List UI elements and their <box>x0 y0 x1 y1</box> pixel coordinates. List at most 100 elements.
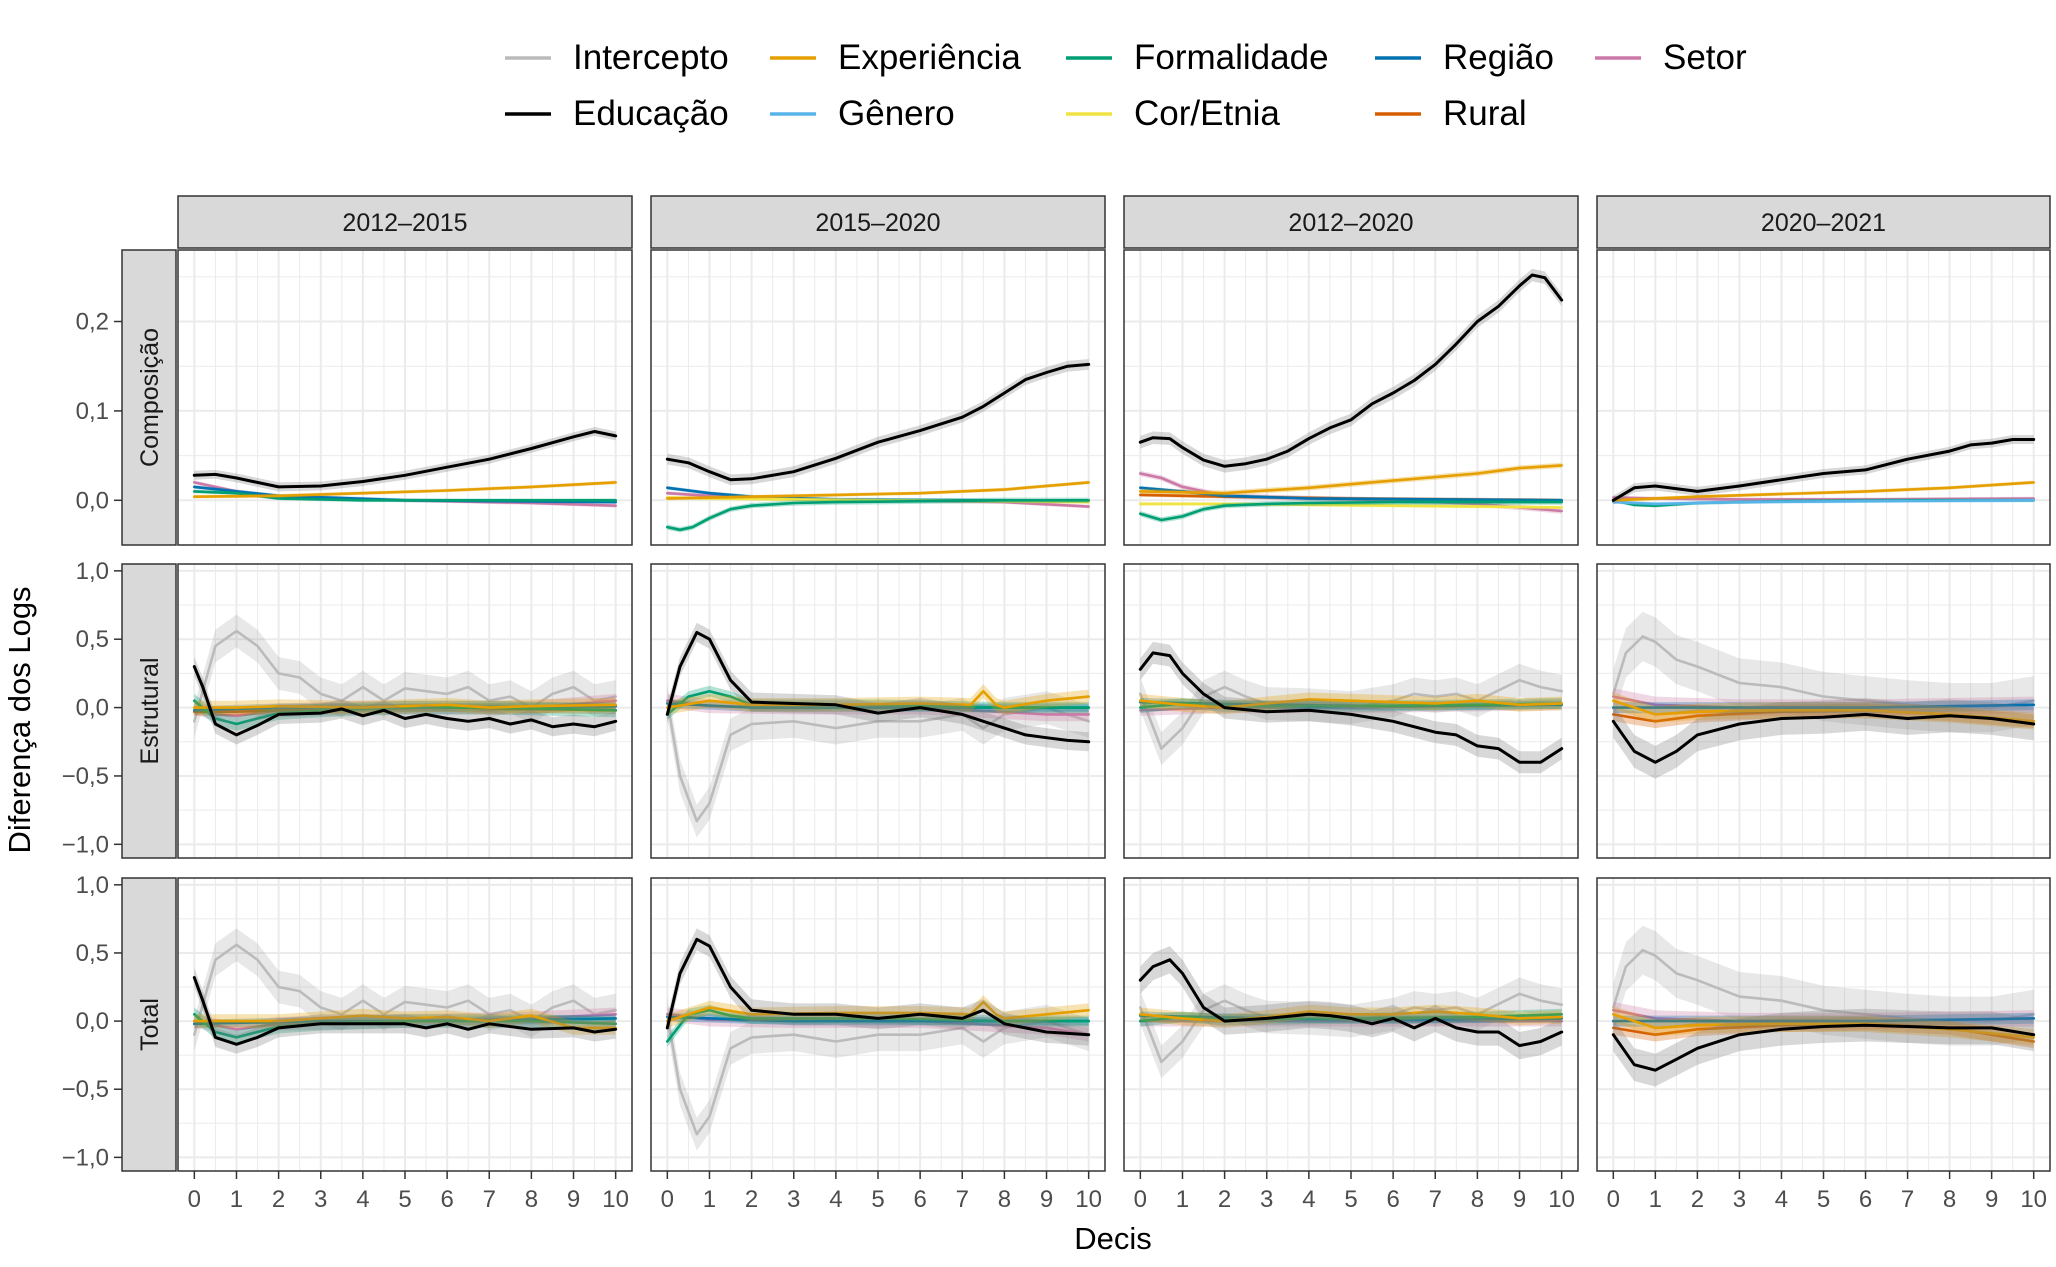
series-group <box>1611 435 2036 508</box>
x-tick-label: 1 <box>1176 1186 1189 1213</box>
legend-label-8: Rural <box>1443 94 1527 133</box>
intercepto-line <box>665 699 1090 823</box>
formalidade-line <box>1139 500 1563 522</box>
educacao-confidence-band <box>1140 641 1562 774</box>
educacao-confidence-band <box>1140 268 1562 473</box>
experiencia-confidence-band <box>1140 1004 1562 1028</box>
educacao-line <box>1138 651 1564 764</box>
y-tick-label: 0,2 <box>76 309 109 336</box>
x-tick-label: 5 <box>871 1186 884 1213</box>
x-tick-label: 3 <box>314 1186 327 1213</box>
x-tick-label: 2 <box>272 1186 285 1213</box>
x-tick-label: 3 <box>1733 1186 1746 1213</box>
panel-3-4: 0 1 2 3 4 5 6 7 8 9 10 <box>1596 877 2051 1213</box>
educacao-confidence-band <box>194 967 616 1054</box>
educacao-line <box>1611 1023 2036 1072</box>
formalidade-line <box>193 490 618 502</box>
x-tick-label: 3 <box>787 1186 800 1213</box>
x-tick-label: 0 <box>188 1186 201 1213</box>
x-tick-label: 2 <box>745 1186 758 1213</box>
x-tick-label: 4 <box>1302 1186 1315 1213</box>
setor-confidence-band <box>667 1007 1089 1042</box>
legend: Intercepto Educação Experiência Gênero Forma… <box>505 38 1747 133</box>
series-group <box>665 928 1091 1151</box>
formalidade-confidence-band <box>667 497 1089 533</box>
x-tick-label: 4 <box>1775 1186 1788 1213</box>
intercepto-line <box>193 943 618 1036</box>
legend-label-7: Região <box>1443 38 1554 77</box>
x-tick-label: 9 <box>567 1186 580 1213</box>
legend-label-2: Educação <box>573 94 729 133</box>
series-group <box>192 928 618 1054</box>
x-tick-label: 5 <box>1817 1186 1830 1213</box>
experiencia-line <box>665 689 1090 709</box>
row-strip-label-1: Composição <box>136 328 164 467</box>
educacao-line <box>192 430 618 489</box>
educacao-confidence-band <box>194 427 616 492</box>
series-group <box>1611 925 2036 1087</box>
educacao-line <box>665 362 1091 482</box>
panel-border <box>650 249 1106 546</box>
series-group <box>192 427 618 508</box>
y-tick-label: 0,5 <box>76 626 109 653</box>
legend-label-5: Formalidade <box>1134 38 1329 77</box>
x-tick-label: 4 <box>356 1186 369 1213</box>
legend-label-9: Setor <box>1663 38 1747 77</box>
y-tick-label: 0,1 <box>76 398 109 425</box>
legend-label-4: Gênero <box>838 94 955 133</box>
series-group <box>1138 641 1564 774</box>
x-tick-label: 7 <box>956 1186 969 1213</box>
panel-2-3 <box>1123 563 1579 859</box>
panel-1-1 <box>177 249 633 546</box>
experiencia-line <box>1139 464 1563 495</box>
x-tick-label: 6 <box>1386 1186 1399 1213</box>
panel-1-2 <box>650 249 1106 546</box>
panel-border <box>1123 249 1579 546</box>
educacao-line <box>1611 438 2036 502</box>
y-tick-label: −0,5 <box>62 763 109 790</box>
panel-3-3: 0 1 2 3 4 5 6 7 8 9 10 <box>1123 877 1579 1213</box>
x-tick-label: 1 <box>1649 1186 1662 1213</box>
educacao-confidence-band <box>667 622 1089 752</box>
panel-2-1 <box>177 563 633 859</box>
intercepto-confidence-band <box>1140 977 1562 1079</box>
panel-border <box>650 563 1106 859</box>
panel-border <box>1596 563 2051 859</box>
x-tick-label: 7 <box>483 1186 496 1213</box>
panel-3-1: 0 1 2 3 4 5 6 7 8 9 10 <box>177 877 633 1213</box>
experiencia-line <box>1139 1010 1563 1023</box>
x-tick-label: 8 <box>1471 1186 1484 1213</box>
educacao-confidence-band <box>1140 946 1562 1060</box>
x-tick-label: 10 <box>602 1186 629 1213</box>
regiao-confidence-band <box>1613 1012 2034 1027</box>
row-strip-label-3: Total <box>136 998 164 1051</box>
facets: 2012–2015 2015–2020 2012–2020 2020–2021 Comp… <box>62 195 2051 1213</box>
experiencia-line <box>193 703 618 709</box>
x-tick-label: 2 <box>1218 1186 1231 1213</box>
y-tick-label: 0,0 <box>76 695 109 722</box>
x-tick-label: 10 <box>1548 1186 1575 1213</box>
series-group <box>665 359 1091 533</box>
educacao-confidence-band <box>667 928 1089 1046</box>
x-axis-title: Decis <box>1074 1221 1152 1256</box>
formalidade-confidence-band <box>667 1004 1089 1047</box>
column-strip-1 <box>177 195 633 249</box>
experiencia-line <box>1139 698 1563 709</box>
panel-3-2: 0 1 2 3 4 5 6 7 8 9 10 <box>650 877 1106 1213</box>
x-tick-label: 7 <box>1901 1186 1914 1213</box>
intercepto-line <box>193 629 618 723</box>
series-group <box>192 614 618 745</box>
x-tick-label: 2 <box>1691 1186 1704 1213</box>
y-axis-title: Diferença dos Logs <box>2 586 37 853</box>
legend-label-6: Cor/Etnia <box>1134 94 1280 133</box>
educacao-line <box>1611 712 2036 764</box>
genero-line <box>1612 498 2035 506</box>
column-strip-3 <box>1123 195 1579 249</box>
y-tick-label: 0,5 <box>76 940 109 967</box>
educacao-line <box>665 630 1091 744</box>
educacao-line <box>665 937 1091 1037</box>
y-tick-label: −1,0 <box>62 1144 109 1171</box>
regiao-line <box>1612 1017 2035 1023</box>
x-tick-label: 6 <box>913 1186 926 1213</box>
